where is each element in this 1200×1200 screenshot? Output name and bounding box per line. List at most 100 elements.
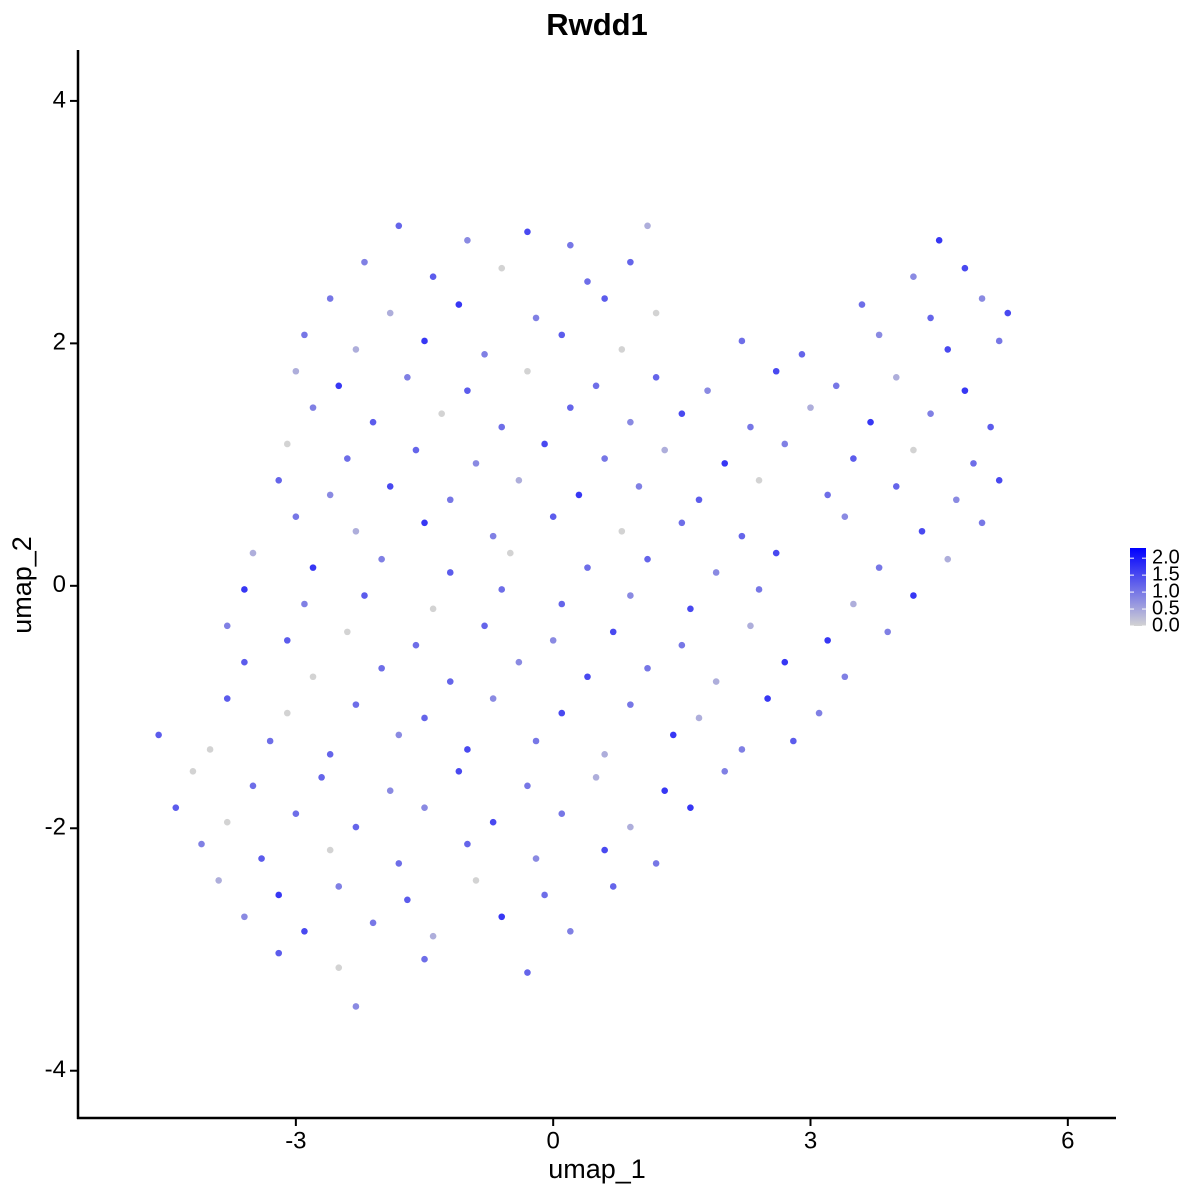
point (678, 641, 686, 649)
point (352, 823, 360, 831)
point (206, 746, 214, 753)
point (412, 446, 420, 454)
point (258, 855, 265, 862)
y-tick-label: -2 (45, 814, 66, 841)
point (386, 483, 394, 490)
point (935, 237, 943, 244)
point (498, 586, 506, 593)
point (618, 346, 626, 353)
point (567, 928, 574, 935)
point (292, 810, 300, 818)
legend-label: 0.5 (1152, 597, 1180, 619)
point (609, 628, 617, 636)
point (798, 350, 806, 358)
point (695, 496, 703, 504)
point (875, 564, 883, 571)
y-tick-label: -4 (45, 1056, 66, 1083)
point (275, 477, 283, 484)
point (172, 804, 180, 811)
point (807, 404, 814, 411)
point (601, 751, 608, 758)
point (995, 337, 1003, 345)
point (584, 673, 591, 681)
legend-label: 1.0 (1152, 580, 1180, 602)
point (824, 491, 831, 499)
point (446, 678, 454, 685)
point (532, 314, 540, 322)
point (275, 891, 283, 899)
point (223, 818, 231, 826)
point (352, 701, 360, 708)
point (326, 751, 334, 758)
point (558, 810, 566, 818)
point (241, 658, 248, 666)
point (772, 367, 780, 375)
point (421, 337, 428, 345)
y-tick-label: 2 (53, 329, 66, 356)
point (155, 731, 162, 739)
point (429, 932, 437, 940)
point (790, 737, 797, 745)
point (884, 628, 892, 636)
point (326, 846, 334, 854)
point (918, 527, 926, 535)
legend-label: 2.0 (1152, 546, 1180, 568)
point (721, 460, 729, 467)
point (404, 896, 411, 904)
point (841, 513, 849, 521)
point (841, 673, 849, 681)
legend-label: 1.5 (1152, 563, 1180, 585)
point (910, 592, 917, 599)
point (575, 491, 583, 499)
point (421, 955, 428, 963)
point (652, 860, 660, 867)
point (223, 695, 231, 702)
point (464, 746, 471, 753)
point (352, 346, 360, 353)
point (464, 840, 471, 848)
point (524, 367, 531, 375)
point (627, 823, 634, 831)
point (301, 928, 308, 935)
point (283, 440, 291, 448)
point (644, 664, 651, 672)
point (635, 483, 643, 490)
point (687, 804, 694, 811)
point (910, 446, 917, 454)
point (481, 622, 488, 630)
point (601, 455, 608, 462)
point (309, 564, 317, 571)
point (644, 222, 651, 230)
point (489, 695, 497, 702)
point (669, 731, 677, 739)
point (558, 331, 566, 339)
point (301, 600, 308, 608)
point (515, 658, 523, 666)
point (429, 605, 437, 613)
point (515, 477, 523, 484)
point (292, 367, 300, 375)
point (498, 913, 506, 921)
point (910, 273, 917, 280)
y-tick-label: 4 (53, 86, 66, 113)
x-tick-label: -3 (285, 1127, 306, 1154)
point (995, 477, 1003, 484)
point (867, 418, 874, 426)
point (215, 877, 222, 884)
point (815, 709, 823, 717)
point (687, 605, 694, 613)
point (283, 709, 291, 717)
point (772, 549, 780, 557)
point (567, 241, 574, 249)
x-tick-label: 0 (547, 1127, 560, 1154)
point (961, 387, 969, 394)
point (506, 549, 514, 557)
point (1004, 309, 1012, 317)
point (609, 883, 617, 890)
point (283, 637, 291, 644)
point (978, 295, 986, 302)
point (961, 264, 969, 272)
point (601, 846, 608, 854)
point (395, 222, 403, 230)
point (446, 496, 454, 504)
